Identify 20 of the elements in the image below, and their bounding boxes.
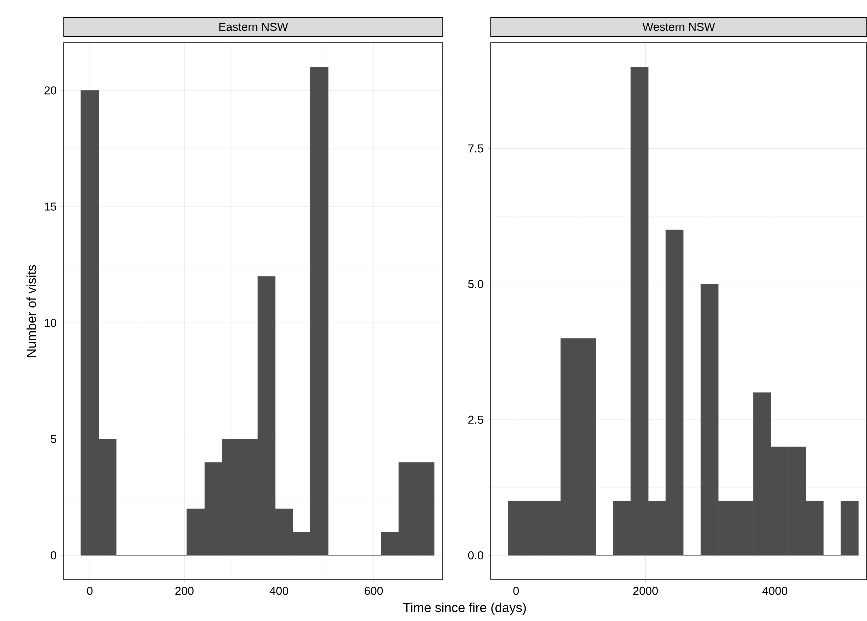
x-tick-label: 0 (514, 587, 520, 596)
x-tick-label: 600 (364, 587, 384, 596)
chart-title: Eastern NSW (220, 23, 288, 32)
y-tick-label: 7.5 (468, 144, 484, 153)
x-tick-label: 2000 (634, 587, 658, 596)
x-tick-label: 400 (270, 587, 288, 596)
y-tick-label: 15 (45, 202, 56, 211)
chart-title: Western NSW (642, 23, 716, 32)
y-tick-label: 20 (44, 86, 57, 95)
y-tick-label: 5.0 (468, 280, 484, 288)
x-axis-title: Time since fire (days) (403, 602, 526, 615)
y-tick-label: 0.0 (468, 552, 484, 560)
y-axis-title: Number of visits (26, 265, 36, 358)
x-tick-label: 4000 (762, 587, 788, 596)
x-tick-label: 0 (87, 587, 93, 596)
x-tick-label: 200 (176, 587, 194, 596)
y-tick-label: 10 (45, 319, 57, 328)
y-tick-label: 5 (51, 435, 56, 444)
y-tick-label: 2.5 (468, 416, 484, 424)
y-tick-label: 0 (51, 552, 57, 560)
